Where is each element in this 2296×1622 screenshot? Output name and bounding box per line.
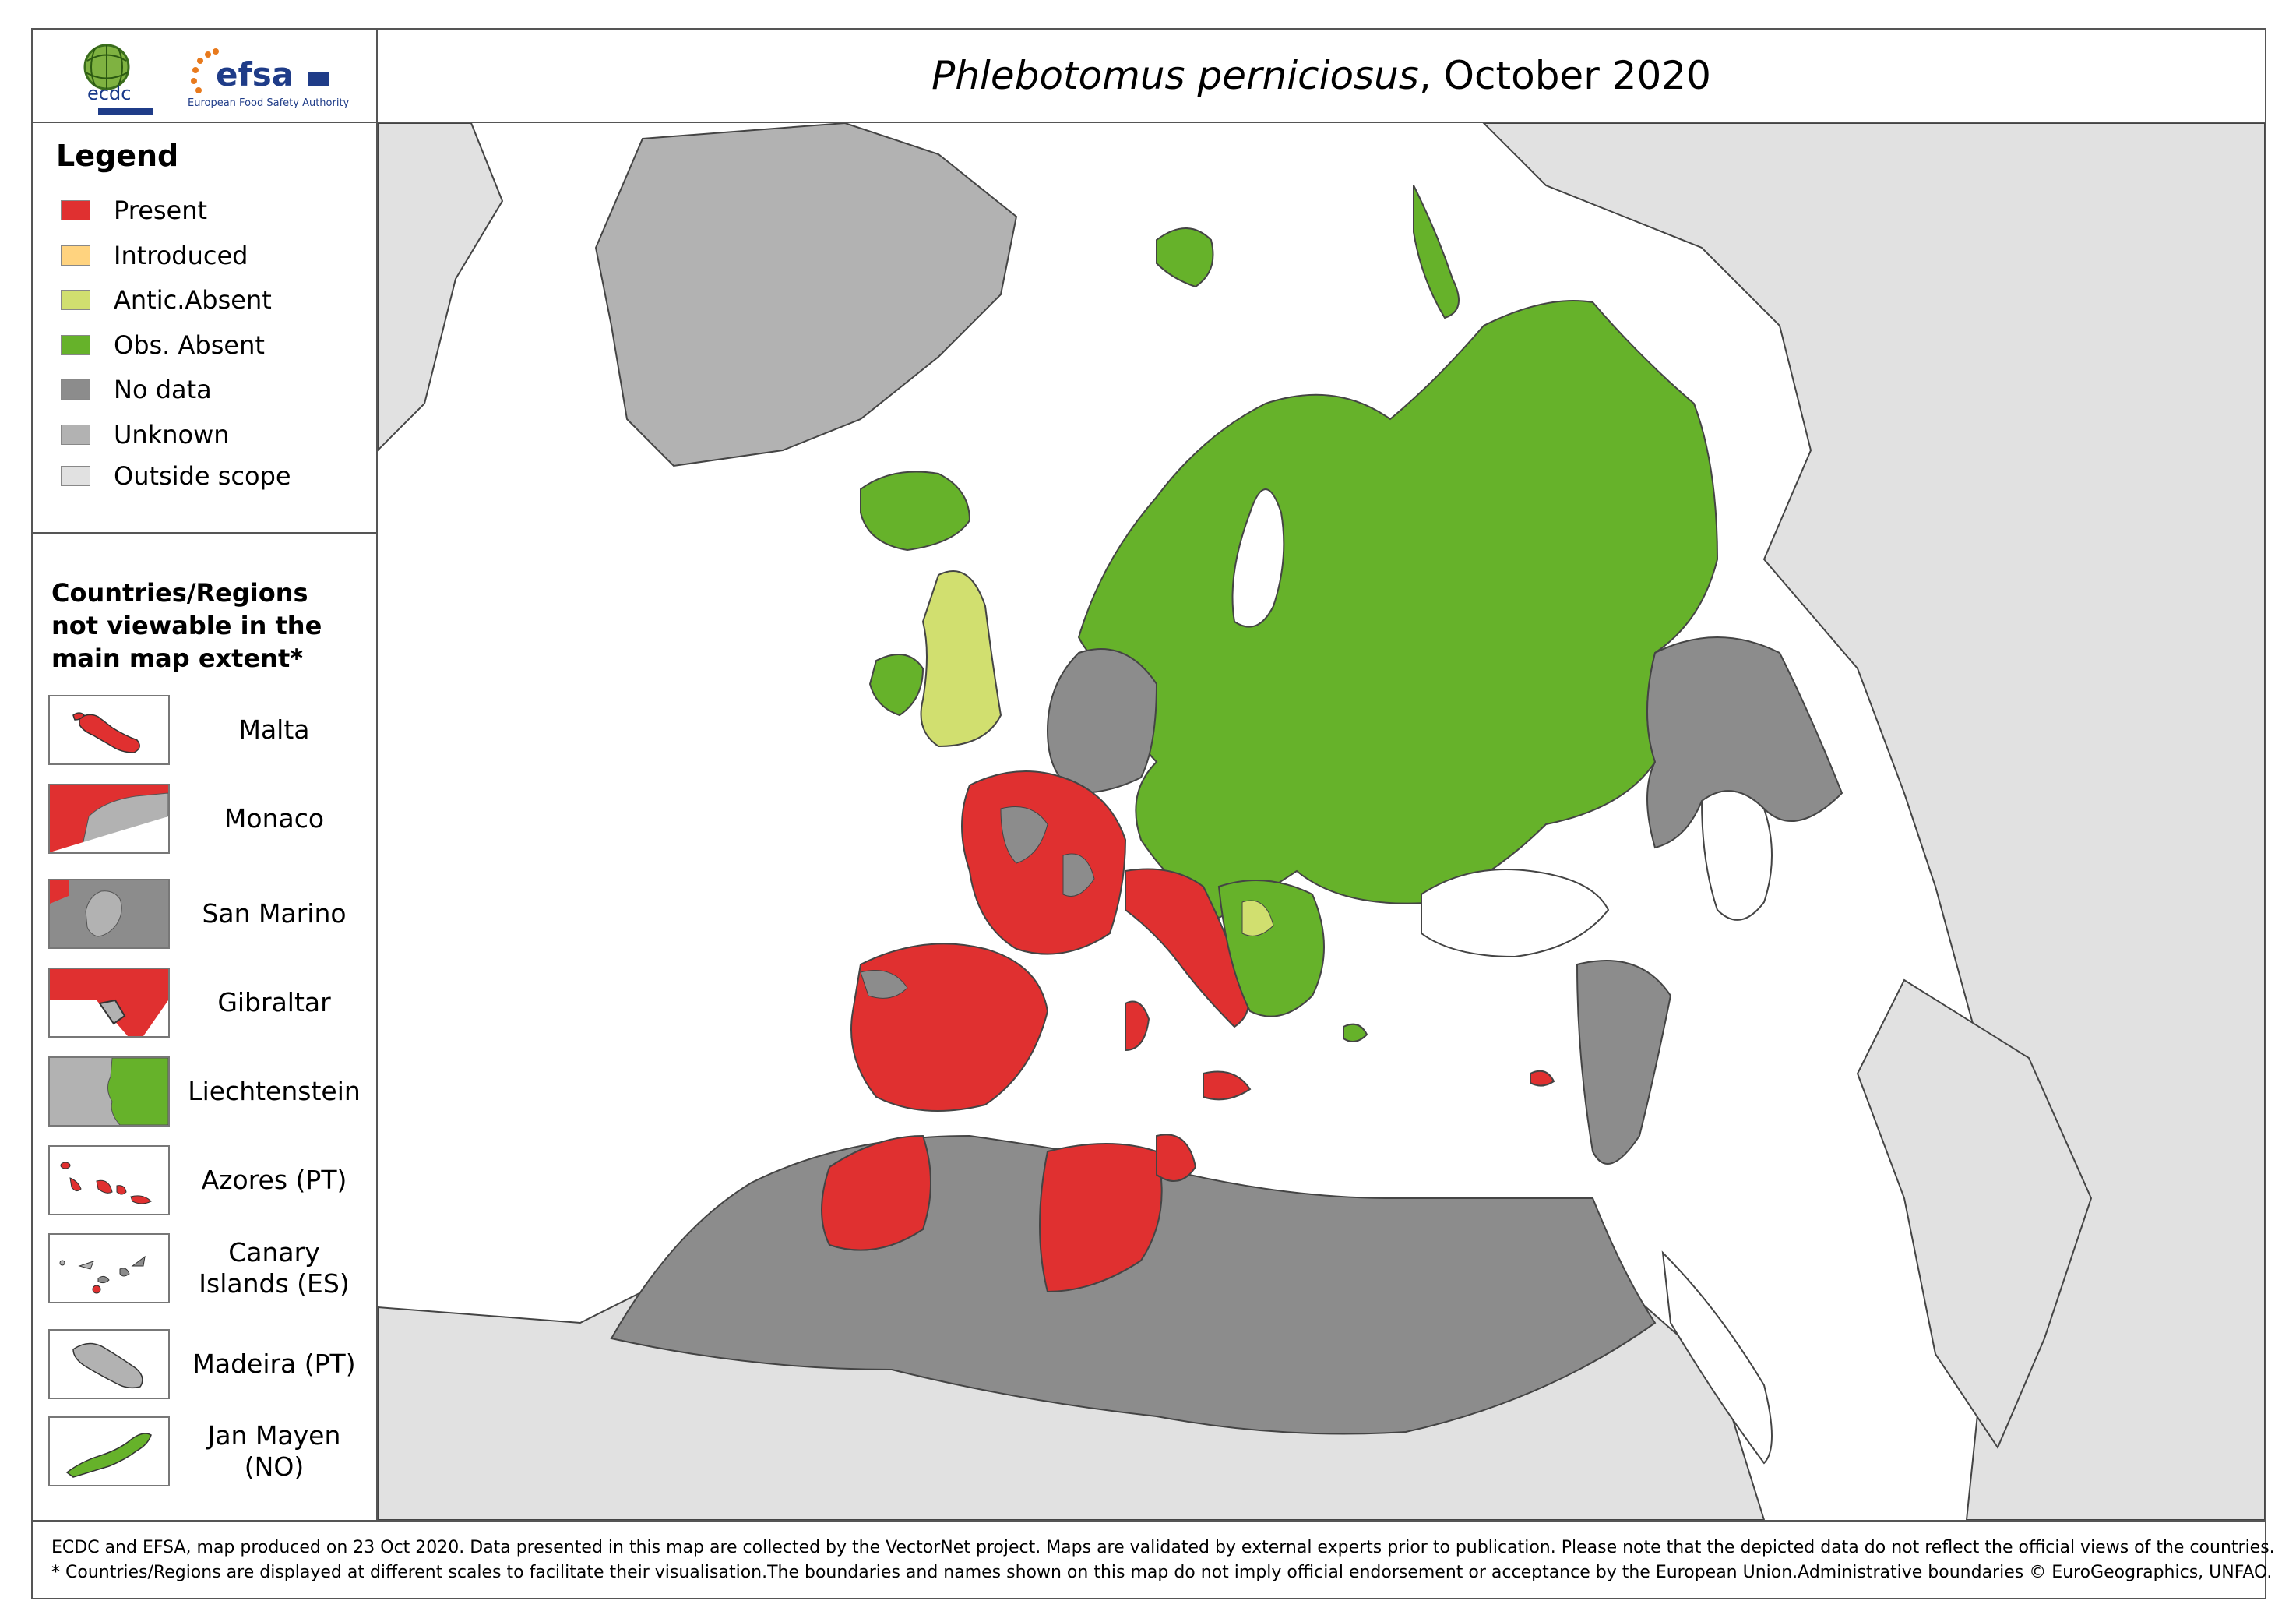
greenland-region — [594, 123, 1018, 467]
great-britain-region — [920, 570, 1002, 748]
ireland-region — [868, 654, 924, 717]
legend-heading: Legend — [56, 139, 179, 173]
cyprus-region — [1530, 1070, 1555, 1087]
map-title: Phlebotomus perniciosus, October 2020 — [931, 53, 1711, 98]
map-title-species: Phlebotomus perniciosus — [931, 53, 1419, 98]
jan-mayen-inset — [48, 1416, 170, 1486]
inset-label: Canary Islands (ES) — [199, 1237, 350, 1299]
black-sea — [1421, 869, 1610, 958]
legend-swatch — [61, 335, 90, 355]
inset-row-canary-islands: Canary Islands (ES) — [48, 1233, 368, 1303]
baltic-sea — [1231, 488, 1285, 628]
inset-row-madeira: Madeira (PT) — [48, 1329, 368, 1399]
legend-swatch — [61, 379, 90, 400]
legend-item-unknown: Unknown — [61, 419, 230, 450]
inset-label: Monaco — [224, 803, 325, 834]
inset-row-jan-mayen: Jan Mayen (NO) — [48, 1416, 368, 1486]
red-sea — [1661, 1250, 1773, 1465]
legend-label: Obs. Absent — [114, 330, 265, 360]
legend-item-antic-absent: Antic.Absent — [61, 284, 272, 316]
inset-row-san-marino: San Marino — [48, 879, 368, 949]
algeria-region — [1039, 1143, 1163, 1293]
morocco-region — [821, 1134, 931, 1251]
inset-row-malta: Malta — [48, 695, 368, 765]
insets-heading: Countries/Regions not viewable in the ma… — [51, 578, 322, 673]
footer-line-1: ECDC and EFSA, map produced on 23 Oct 20… — [51, 1538, 2275, 1557]
efsa-logo-subtext: European Food Safety Authority — [188, 97, 350, 109]
malta-inset — [48, 695, 170, 765]
iceland-region — [860, 471, 971, 552]
legend-label: Outside scope — [114, 461, 291, 491]
inset-row-gibraltar: Gibraltar — [48, 968, 368, 1038]
legend-item-outside-scope: Outside scope — [61, 460, 291, 492]
map-title-bar: Phlebotomus perniciosus, October 2020 — [376, 28, 2266, 123]
main-map — [376, 122, 2266, 1522]
novaya-zemlya-region — [1413, 185, 1460, 319]
inset-label: Jan Mayen (NO) — [207, 1420, 341, 1482]
legend-swatch — [61, 425, 90, 445]
inset-row-liechtenstein: Liechtenstein — [48, 1056, 368, 1127]
inset-label: Gibraltar — [217, 987, 331, 1017]
legend-label: Present — [114, 196, 208, 225]
madeira-inset — [48, 1329, 170, 1399]
legend-label: Unknown — [114, 420, 230, 450]
gibraltar-inset — [48, 968, 170, 1038]
azores-inset — [48, 1145, 170, 1215]
legend-item-introduced: Introduced — [61, 240, 248, 271]
inset-label: San Marino — [202, 898, 347, 929]
svalbard-region — [1156, 227, 1214, 288]
legend-swatch — [61, 466, 90, 486]
kazakhstan-region — [1646, 636, 1843, 849]
legend-divider — [33, 532, 376, 534]
ecdc-logo-text: ecdc — [87, 83, 131, 104]
germany-region — [1046, 648, 1158, 795]
legend-label: No data — [114, 375, 212, 404]
legend-item-present: Present — [61, 195, 207, 226]
liechtenstein-inset — [48, 1056, 170, 1127]
legend-item-obs-absent: Obs. Absent — [61, 330, 265, 361]
san-marino-inset — [48, 879, 170, 949]
footer-line-2: * Countries/Regions are displayed at dif… — [51, 1563, 2273, 1582]
middle-east-region — [1576, 960, 1672, 1165]
legend-panel: Legend Present Introduced Antic.Absent O… — [31, 122, 378, 1522]
monaco-inset — [48, 784, 170, 854]
legend-label: Antic.Absent — [114, 285, 272, 315]
inset-row-azores: Azores (PT) — [48, 1145, 368, 1215]
legend-swatch — [61, 200, 90, 220]
legend-swatch — [61, 290, 90, 310]
inset-row-monaco: Monaco — [48, 784, 368, 854]
inset-label: Azores (PT) — [201, 1165, 347, 1195]
footer-notes: ECDC and EFSA, map produced on 23 Oct 20… — [31, 1520, 2275, 1599]
inset-label: Malta — [238, 714, 310, 745]
efsa-logo-text: efsa — [216, 55, 294, 93]
legend-label: Introduced — [114, 241, 248, 270]
legend-item-no-data: No data — [61, 374, 212, 405]
map-canvas — [378, 123, 2265, 1520]
inset-label: Madeira (PT) — [192, 1349, 356, 1379]
map-title-date: , October 2020 — [1418, 53, 1711, 98]
canary-islands-inset — [48, 1233, 170, 1303]
logo-panel: ecdc efsa European Food Safety Authority — [31, 28, 378, 123]
efsa-logo: efsa European Food Safety Authority — [188, 48, 350, 109]
tunisia-region — [1156, 1134, 1197, 1182]
legend-swatch — [61, 245, 90, 266]
inset-label: Liechtenstein — [188, 1076, 361, 1106]
ecdc-logo: ecdc — [83, 44, 153, 115]
